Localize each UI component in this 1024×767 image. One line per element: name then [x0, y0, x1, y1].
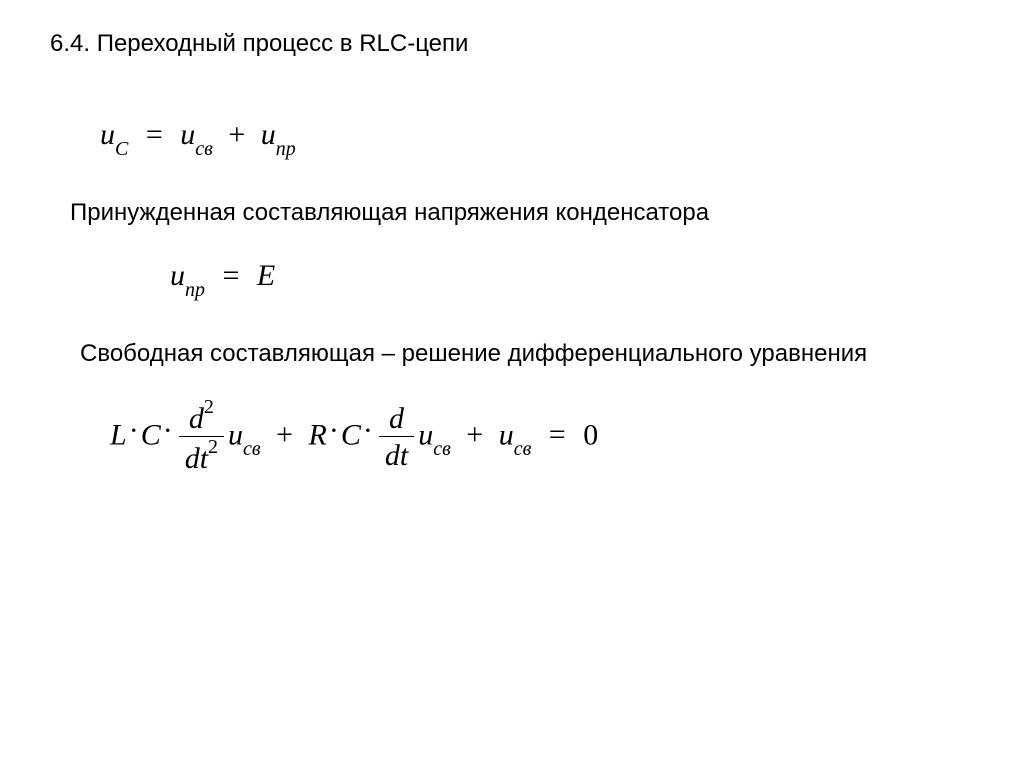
sub-sv: св: [433, 438, 451, 460]
frac-num-sup: 2: [204, 396, 214, 418]
sub-sv: св: [195, 138, 213, 160]
var-u: u: [100, 118, 115, 151]
var-c: C: [341, 418, 361, 451]
plus-sign: +: [276, 418, 293, 451]
frac-den: dt: [379, 437, 414, 471]
var-l: L: [110, 418, 127, 451]
equals-sign: =: [549, 418, 566, 451]
fraction-d2dt2: d2dt2: [179, 401, 224, 474]
frac-den-dt: dt: [185, 442, 208, 475]
equation-upr: uпр = E: [170, 259, 974, 298]
dot-op: ·: [363, 414, 373, 447]
sub-sv: св: [243, 438, 261, 460]
equation-differential: L·C·d2dt2uсв + R·C·ddtuсв + uсв = 0: [110, 401, 974, 474]
sub-sv: св: [514, 438, 532, 460]
var-u: u: [170, 259, 185, 292]
text-forced-component: Принужденная составляющая напряжения кон…: [70, 197, 974, 229]
text-free-component: Свободная составляющая – решение диффере…: [80, 338, 974, 370]
zero: 0: [583, 418, 598, 451]
equals-sign: =: [223, 259, 240, 292]
dot-op: ·: [163, 414, 173, 447]
var-c: C: [141, 418, 161, 451]
var-u-pr: u: [261, 118, 276, 151]
var-r: R: [309, 418, 327, 451]
equals-sign: =: [146, 118, 163, 151]
var-u: u: [228, 418, 243, 451]
equation-uc: uC = uсв + uпр: [100, 118, 974, 157]
dot-op: ·: [129, 414, 139, 447]
plus-sign: +: [466, 418, 483, 451]
frac-num: d: [379, 404, 414, 437]
section-heading: 6.4. Переходный процесс в RLC-цепи: [50, 30, 974, 58]
dot-op: ·: [329, 414, 339, 447]
var-u: u: [499, 418, 514, 451]
var-e: E: [257, 259, 275, 292]
fraction-ddt: ddt: [379, 404, 414, 471]
sub-c: C: [115, 138, 128, 160]
var-u: u: [418, 418, 433, 451]
var-u-sv: u: [180, 118, 195, 151]
frac-den-sup: 2: [208, 436, 218, 458]
frac-num-d: d: [189, 402, 204, 435]
sub-pr: пр: [185, 279, 205, 301]
plus-sign: +: [228, 118, 245, 151]
sub-pr: пр: [276, 138, 296, 160]
